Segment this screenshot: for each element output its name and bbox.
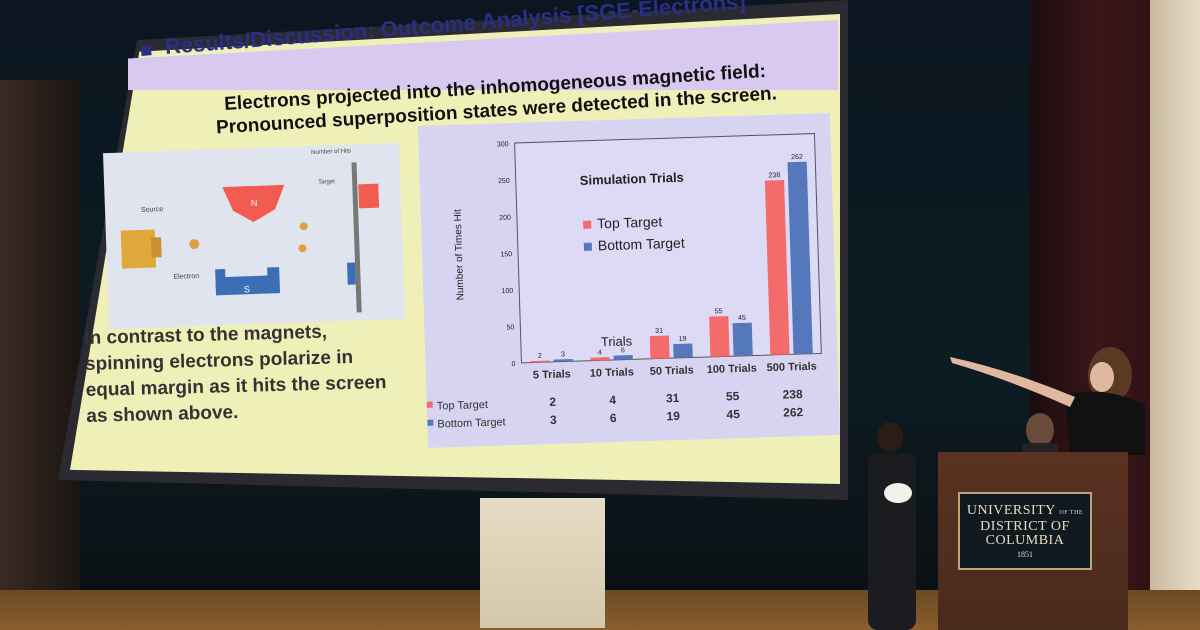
bar-top-target [764,179,790,356]
y-tick-label: 50 [506,324,514,331]
plaque-line-2: DISTRICT OF [980,519,1070,534]
person-standing [868,422,916,630]
university-plaque: UNIVERSITY OF THE DISTRICT OF COLUMBIA 1… [958,492,1092,570]
deflected-electron-top [299,222,308,231]
chart-title: Simulation Trials [580,170,684,188]
table-cell: 262 [783,405,804,420]
bar-value-label: 238 [768,172,780,179]
bar-top-target [530,360,550,363]
plaque-line-3: COLUMBIA [985,533,1065,548]
bar-bottom-target [787,161,813,355]
south-magnet-base [215,281,281,296]
x-tick-label: 5 Trials [533,368,571,381]
seated-head [1026,413,1054,447]
legend-top-swatch [583,220,592,229]
y-tick-label: 100 [501,288,513,295]
bar-value-label: 6 [621,347,625,354]
source-nozzle [150,237,162,258]
x-tick-label: 50 Trials [650,364,694,377]
person-body [868,453,916,630]
north-magnet [222,184,285,223]
y-tick-label: 0 [512,361,516,368]
legend-bottom-label: Bottom Target [598,235,685,254]
bar-value-label: 2 [538,353,542,360]
plot-area [514,133,822,364]
presenter-face [1090,362,1114,392]
bar-value-label: 4 [598,349,602,356]
target-label: Target [318,179,335,186]
y-tick-label: 250 [498,178,510,185]
plaque-year: 1851 [1017,550,1033,559]
north-label: N [251,198,258,208]
south-label: S [244,284,250,294]
detector-screen [351,162,362,313]
table-cell: 31 [666,391,680,405]
bar-value-label: 262 [791,154,803,161]
bullet-square-icon [140,45,152,56]
paper-sheet [884,483,912,503]
presenter-torso [1065,391,1145,455]
y-tick-label: 300 [497,141,509,148]
source-label: Source [141,206,164,214]
bar-bottom-target [613,354,633,360]
screen-base [480,498,605,628]
table-legend-swatch [426,401,433,408]
bottom-target-hits [346,262,356,285]
bar-value-label: 3 [561,351,565,358]
bar-top-target [709,316,730,357]
table-row-label: Top Target [437,399,489,413]
legend-top-label: Top Target [597,213,663,231]
bar-value-label: 45 [738,315,746,322]
table-cell: 2 [549,395,556,409]
x-tick-label: 500 Trials [767,361,818,375]
presenter [950,347,1145,455]
table-cell: 238 [782,387,803,402]
left-wall [0,80,80,600]
bar-value-label: 19 [679,336,687,343]
y-tick-label: 200 [499,214,511,221]
electron-label: Electron [173,273,199,281]
bar-value-label: 55 [715,308,723,315]
legend-bottom-swatch [583,242,592,251]
wall-pillar [1150,0,1200,630]
plaque-line-1: UNIVERSITY OF THE [966,503,1084,518]
electron-icon [189,239,200,250]
bar-bottom-target [553,359,573,362]
bar-bottom-target [673,343,693,359]
hits-label: Number of Hits [311,149,351,156]
table-cell: 55 [726,389,740,403]
table-cell: 45 [726,407,740,421]
bar-top-target [649,335,670,359]
deflected-electron-bottom [298,244,307,253]
bar-value-label: 31 [655,328,663,335]
chart-panel: Number of Times Hit Simulation Trials To… [418,113,840,448]
bar-top-target [590,357,610,361]
top-target-hits [358,183,380,209]
table-cell: 19 [666,409,680,423]
y-axis-label: Number of Times Hit [453,209,467,301]
table-row-label: Bottom Target [437,416,506,430]
x-tick-label: 10 Trials [590,366,634,379]
x-axis-label: Trials [601,333,633,349]
stern-gerlach-diagram: Source Electron N S Number of Hits Targe… [103,142,405,330]
bar-bottom-target [732,322,753,357]
table-cell: 4 [609,393,616,407]
person-head [877,422,903,452]
presenter-arm [950,357,1075,407]
diagram-svg: Source Electron N S Number of Hits Targe… [120,149,380,313]
source-block [120,229,157,269]
contrast-paragraph: In contrast to the magnets, spinning ele… [84,321,387,427]
bar-chart: Number of Times Hit Simulation Trials To… [426,133,822,431]
table-legend-swatch [427,419,434,426]
y-tick-label: 150 [500,251,512,258]
table-cell: 3 [550,413,557,427]
x-tick-label: 100 Trials [707,362,758,376]
table-cell: 6 [610,411,617,425]
